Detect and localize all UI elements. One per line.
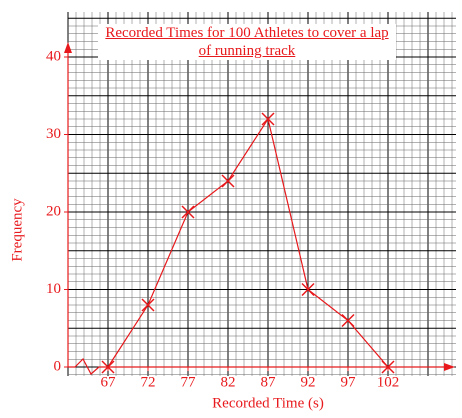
y-tick-label: 0	[54, 358, 62, 374]
point-marker	[301, 282, 315, 297]
point-marker	[341, 313, 355, 328]
point-marker	[101, 360, 115, 374]
point-marker	[141, 298, 155, 312]
chart-title: Recorded Times for 100 Athletes to cover…	[98, 24, 396, 60]
y-axis-arrow	[64, 42, 72, 53]
point-marker	[381, 360, 395, 374]
y-tick-label: 30	[46, 126, 61, 142]
line	[107, 117, 389, 368]
x-tick-label: 92	[301, 374, 316, 390]
x-tick-label: 87	[261, 374, 277, 390]
x-tick-label: 97	[341, 374, 357, 390]
point-marker	[181, 205, 195, 219]
x-tick-label: 77	[181, 374, 197, 390]
point-marker	[221, 174, 235, 188]
y-tick-label: 40	[46, 48, 61, 64]
y-tick-label: 20	[46, 203, 61, 219]
x-tick-label: 72	[141, 374, 156, 390]
x-axis-label: Recorded Time (s)	[212, 395, 324, 411]
x-tick-label: 102	[377, 374, 400, 390]
graph-paper	[67, 12, 456, 376]
plot: 0 10 20 30 40 67 72 77 82 87 92 97 102	[46, 42, 455, 390]
x-tick-label: 82	[221, 374, 236, 390]
x-axis	[68, 358, 445, 375]
point-marker	[261, 112, 275, 126]
x-tick-label: 67	[101, 374, 117, 390]
y-tick-label: 10	[46, 281, 61, 297]
y-axis-label: Frequency	[9, 198, 25, 262]
x-axis-arrow	[444, 363, 455, 371]
